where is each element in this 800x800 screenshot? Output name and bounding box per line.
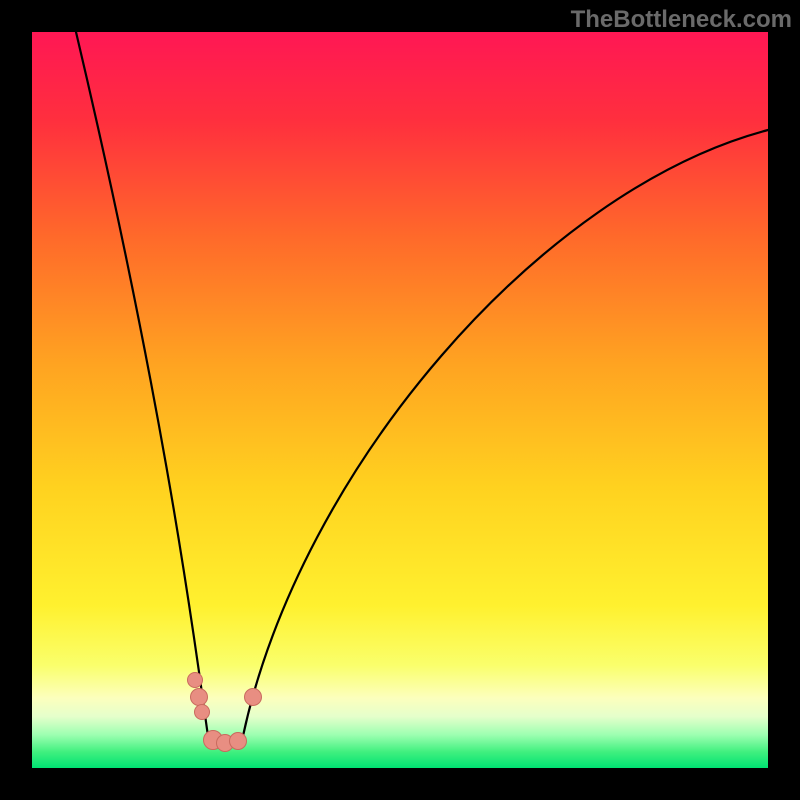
data-marker (187, 672, 203, 688)
data-marker (194, 704, 210, 720)
data-marker (244, 688, 262, 706)
chart-container: TheBottleneck.com (0, 0, 800, 800)
data-marker (229, 732, 247, 750)
watermark-text: TheBottleneck.com (571, 6, 792, 34)
plot-area (32, 32, 768, 768)
